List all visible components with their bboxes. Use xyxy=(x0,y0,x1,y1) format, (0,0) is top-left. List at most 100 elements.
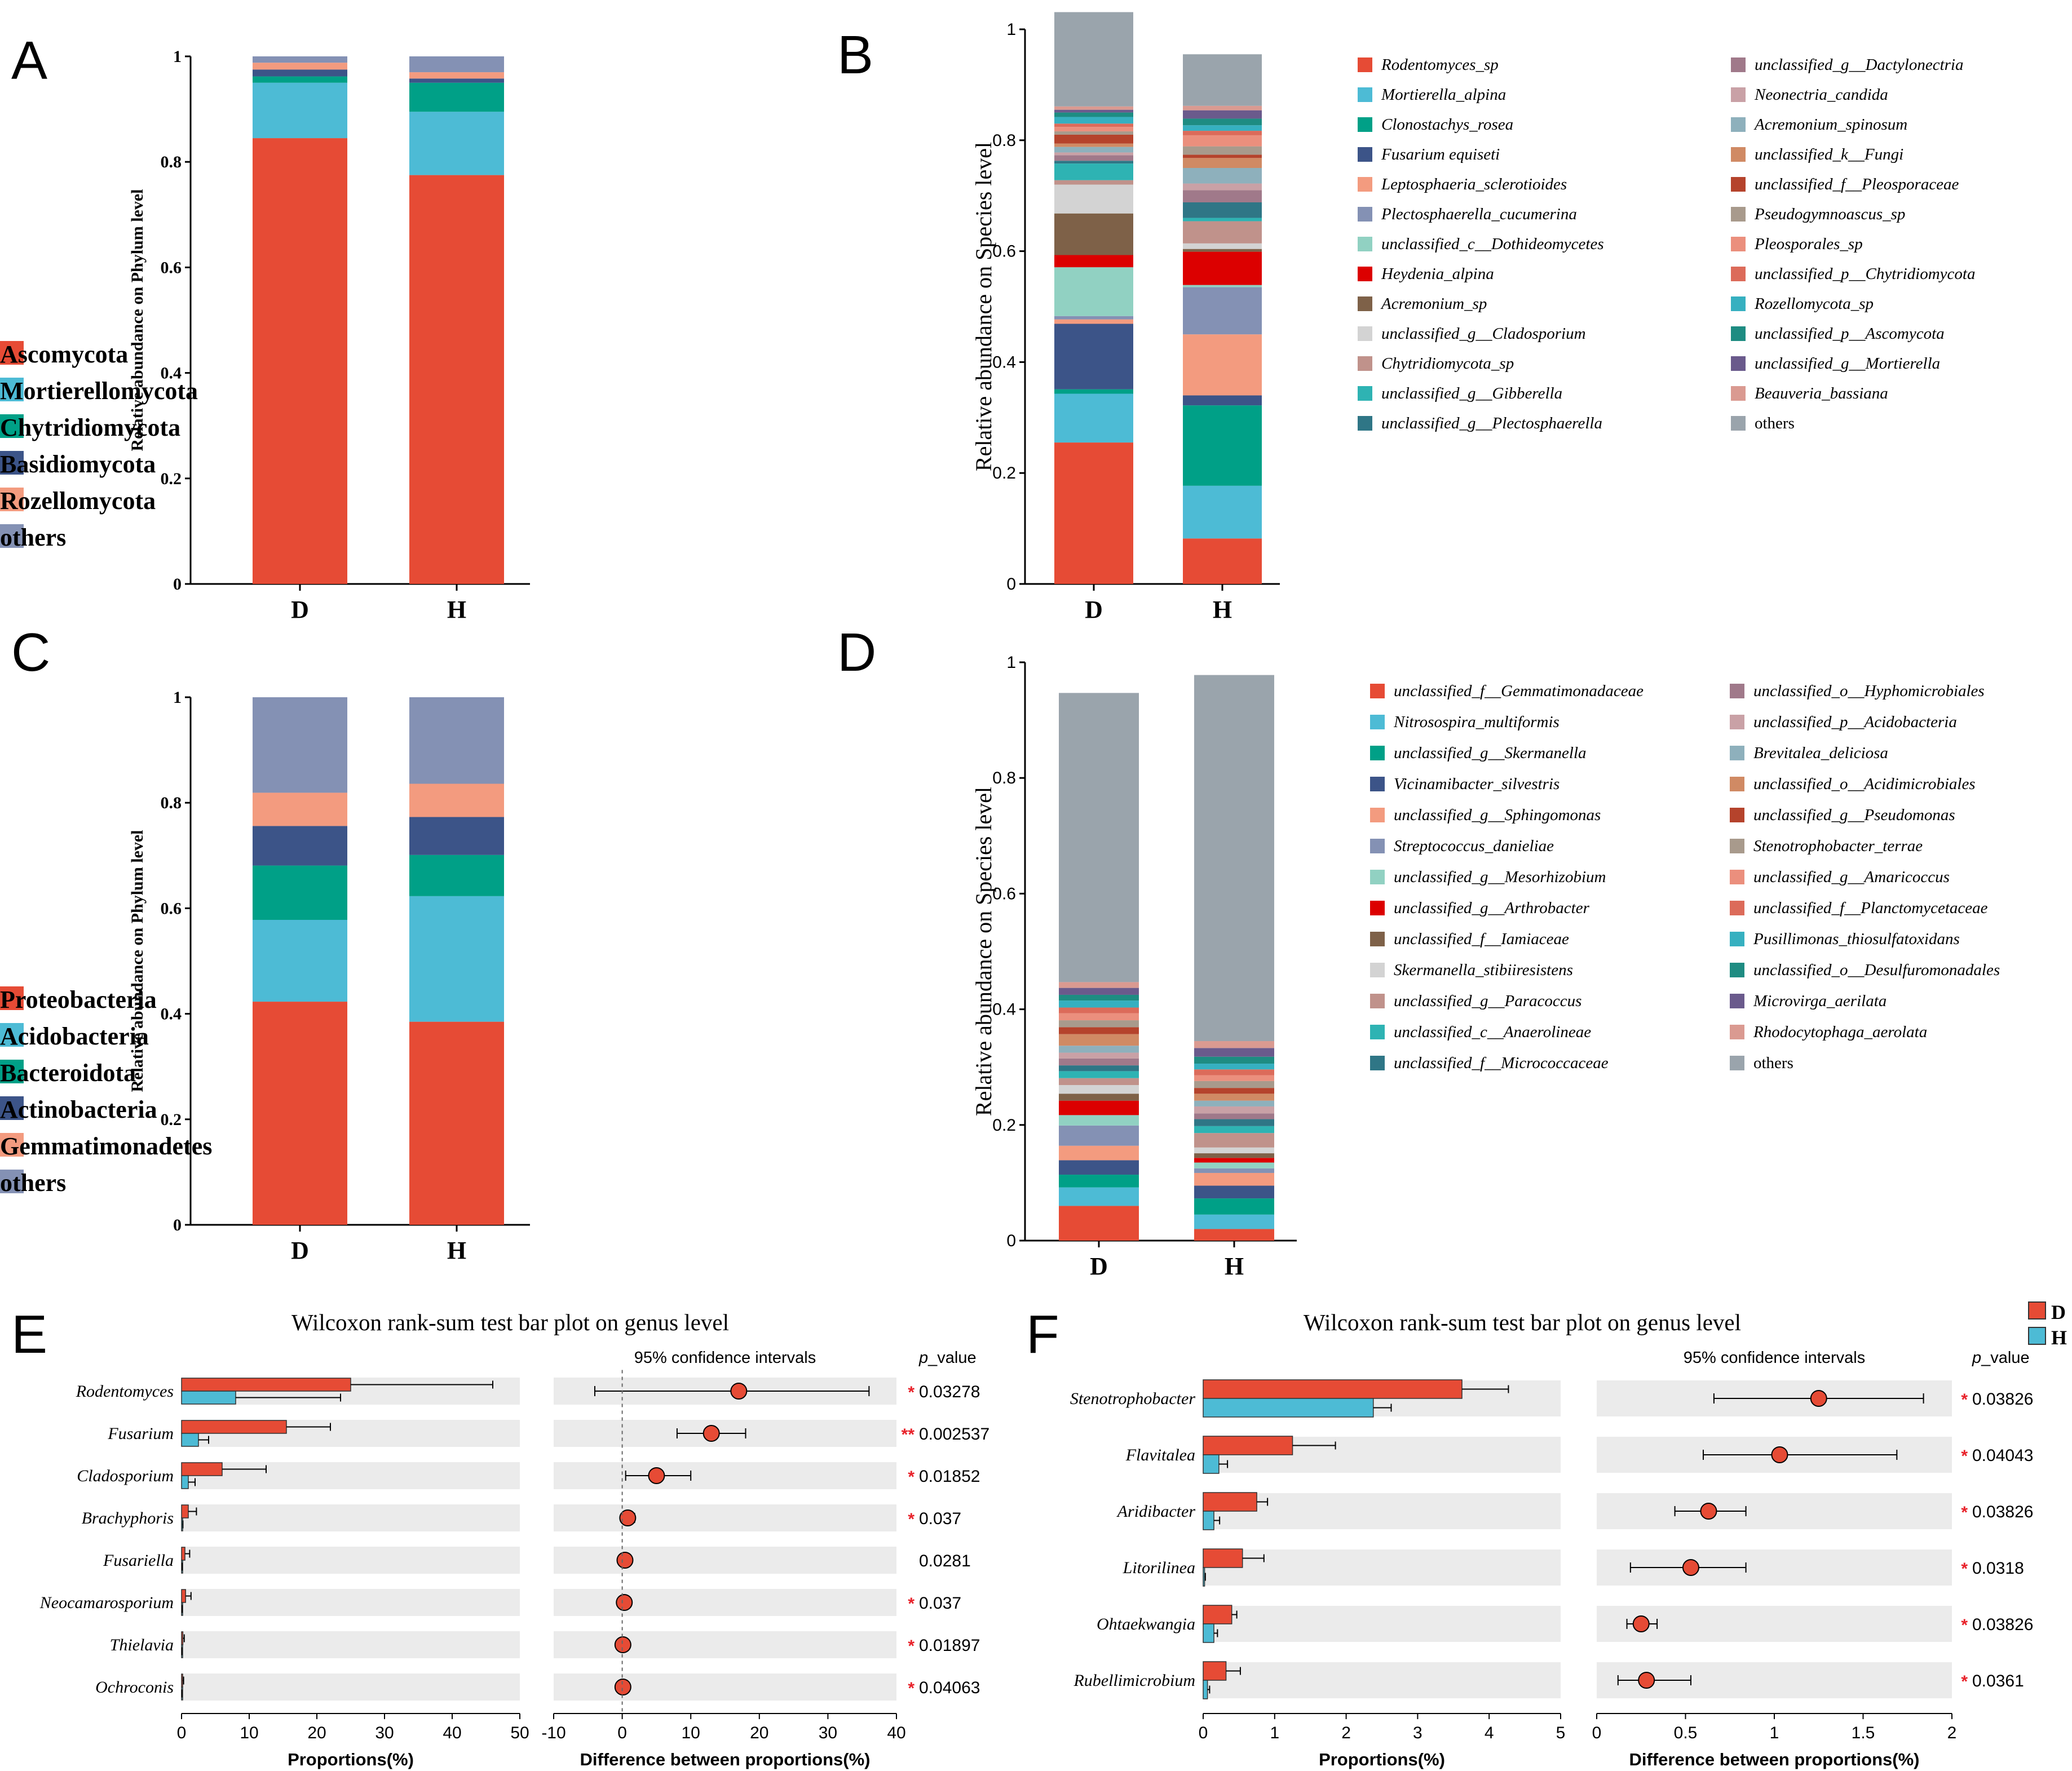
right-tick-label: 0 xyxy=(617,1724,627,1742)
bar-group-h xyxy=(1203,1454,1220,1474)
bar-group-d xyxy=(181,1547,185,1561)
bar-segment xyxy=(1194,1172,1274,1186)
x-category-label: H xyxy=(1213,596,1232,623)
p-value-header: p_value xyxy=(918,1349,977,1367)
bar-segment xyxy=(253,63,347,70)
panel-letter-f: F xyxy=(1026,1304,1059,1365)
bar-segment xyxy=(409,112,504,175)
legend-swatch xyxy=(1731,267,1746,281)
bar-segment xyxy=(1183,168,1262,184)
bar-group-d xyxy=(181,1504,189,1518)
bar-segment xyxy=(1059,1013,1139,1021)
difference-point xyxy=(1632,1615,1650,1632)
legend-label: unclassified_c__Anaerolineae xyxy=(1394,1023,1591,1041)
legend-swatch xyxy=(0,341,24,365)
p-value: 0.04063 xyxy=(919,1679,980,1697)
bar-group-h xyxy=(181,1433,199,1447)
bar-segment xyxy=(1054,255,1133,268)
bar-segment xyxy=(1059,1145,1139,1161)
bar-segment xyxy=(1194,1106,1274,1114)
legend-label: Pleosporales_sp xyxy=(1754,235,1863,253)
row-stripe-left xyxy=(182,1462,520,1489)
right-tick-label: 10 xyxy=(682,1724,700,1742)
legend-label: Fusarium equiseti xyxy=(1381,145,1500,163)
bar-segment xyxy=(409,56,504,73)
legend-label: unclassified_g__Dactylonectria xyxy=(1755,56,1964,74)
legend-label: unclassified_g__Pseudomonas xyxy=(1753,806,1955,824)
bar-segment xyxy=(1054,155,1133,161)
legend-swatch xyxy=(1731,296,1746,311)
genus-label: Brachyphoris xyxy=(82,1509,174,1528)
bar-segment xyxy=(1183,183,1262,191)
bar-group-h xyxy=(1203,1398,1374,1418)
legend-swatch xyxy=(1370,839,1385,853)
legend-swatch xyxy=(1358,386,1372,401)
bar-segment xyxy=(1059,1160,1139,1175)
bar-segment xyxy=(1183,110,1262,119)
legend-label: Actinobacteria xyxy=(0,1096,157,1123)
bar-group-d xyxy=(1203,1436,1293,1455)
genus-label: Aridibacter xyxy=(1116,1502,1196,1521)
legend-label: unclassified_f__Pleosporaceae xyxy=(1755,175,1959,193)
bar-segment xyxy=(1194,1088,1274,1094)
genus-label: Ohtaekwangia xyxy=(1097,1615,1195,1633)
p-value: 0.03278 xyxy=(919,1383,980,1401)
bar-group-d xyxy=(1203,1548,1243,1568)
legend-swatch xyxy=(1358,356,1372,371)
bar-group-h xyxy=(1203,1680,1208,1699)
significance-stars: * xyxy=(1961,1447,1968,1465)
legend-label: Pusillimonas_thiosulfatoxidans xyxy=(1753,930,1960,948)
genus-label: Stenotrophobacter xyxy=(1070,1389,1196,1408)
legend-label: unclassified_g__Sphingomonas xyxy=(1394,806,1601,824)
legend-swatch xyxy=(1358,177,1372,192)
legend-label: Mortierellomycota xyxy=(0,377,198,405)
bar-segment xyxy=(1183,285,1262,287)
legend-swatch xyxy=(1731,416,1746,431)
legend-label: Plectosphaerella_cucumerina xyxy=(1381,205,1577,223)
left-x-axis-title: Proportions(%) xyxy=(1319,1750,1445,1769)
row-stripe-left xyxy=(1203,1662,1561,1698)
genus-label: Litorilinea xyxy=(1123,1559,1195,1577)
bar-group-d xyxy=(181,1462,223,1476)
legend-swatch xyxy=(1358,57,1372,72)
legend-swatch xyxy=(1370,684,1385,698)
y-tick-label: 0.2 xyxy=(992,1116,1016,1135)
group-legend-swatch xyxy=(2028,1301,2046,1320)
bar-segment xyxy=(1194,675,1274,1042)
bar-segment xyxy=(1054,12,1133,107)
bar-group-h xyxy=(181,1391,236,1405)
bar-segment xyxy=(1059,1125,1139,1146)
bar-segment xyxy=(1059,1058,1139,1066)
legend-swatch xyxy=(1730,994,1744,1008)
legend-label: unclassified_g__Mortierella xyxy=(1755,355,1940,373)
legend-swatch xyxy=(0,1023,24,1047)
legend-label: Vicinamibacter_silvestris xyxy=(1394,775,1559,793)
bar-segment xyxy=(1194,1093,1274,1101)
legend-swatch xyxy=(1358,296,1372,311)
p-value: 0.03826 xyxy=(1972,1615,2033,1634)
x-category-label: H xyxy=(447,1237,466,1264)
bar-segment xyxy=(1194,1126,1274,1134)
bar-segment xyxy=(1183,334,1262,396)
left-tick-label: 3 xyxy=(1413,1724,1422,1742)
legend-swatch xyxy=(1370,870,1385,884)
p-value: 0.037 xyxy=(919,1509,961,1528)
y-axis-label: Relative abundance on Phylum level xyxy=(128,189,147,451)
bar-segment xyxy=(253,82,347,139)
bar-segment xyxy=(1194,1064,1274,1070)
bar-segment xyxy=(409,175,504,585)
bar-group-d xyxy=(181,1631,184,1645)
legend-label: Chytridiomycota_sp xyxy=(1381,355,1514,373)
legend-label: Acremonium_sp xyxy=(1380,295,1487,313)
right-tick-label: 1.5 xyxy=(1852,1724,1875,1742)
significance-stars: * xyxy=(908,1510,914,1529)
bar-segment xyxy=(1054,152,1133,156)
bar-segment xyxy=(1059,1065,1139,1072)
legend-swatch xyxy=(0,1096,24,1120)
legend-label: unclassified_g__Mesorhizobium xyxy=(1394,868,1606,886)
bar-segment xyxy=(1183,538,1262,584)
legend-swatch xyxy=(1731,117,1746,132)
legend-label: unclassified_p__Ascomycota xyxy=(1755,325,1945,343)
y-tick-label: 0.4 xyxy=(992,353,1016,371)
row-stripe-right xyxy=(554,1547,896,1574)
